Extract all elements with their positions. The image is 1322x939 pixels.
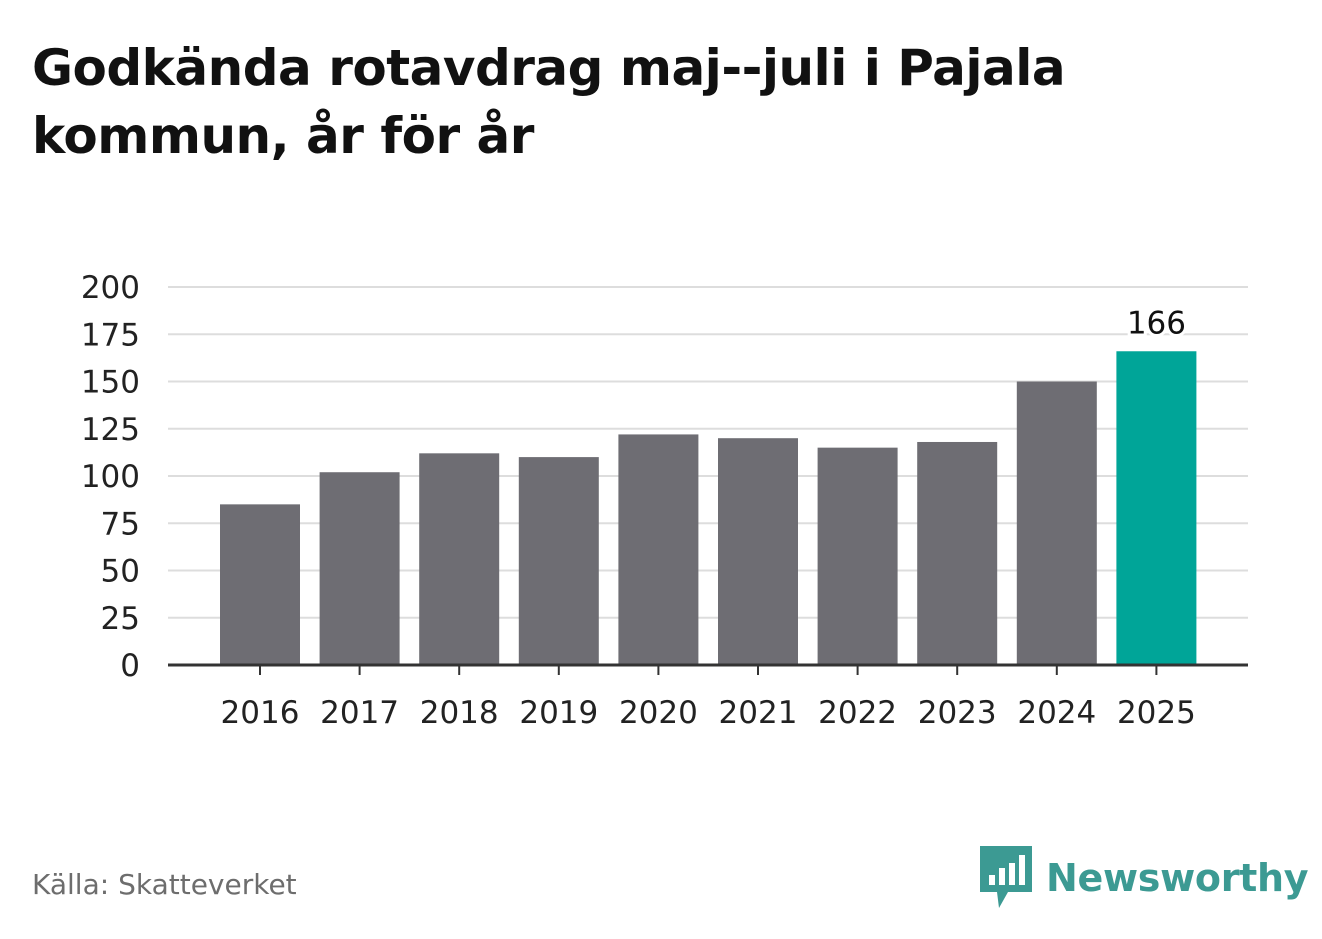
bar-2025: [1116, 351, 1197, 665]
bar-2019: [518, 457, 599, 665]
bar-2021: [718, 438, 798, 665]
x-tick-label: 2024: [1017, 695, 1096, 731]
y-tick-label: 0: [120, 648, 140, 684]
y-tick-label: 50: [101, 554, 140, 590]
bar-2017: [319, 472, 400, 665]
x-tick-label: 2022: [818, 695, 897, 731]
data-labels: 166: [1124, 302, 1189, 344]
x-tick-label: 2017: [320, 695, 399, 731]
y-tick-label: 150: [81, 365, 140, 401]
y-tick-label: 175: [81, 317, 140, 353]
source-note: Källa: Skatteverket: [32, 868, 297, 901]
newsworthy-logo: Newsworthy: [980, 846, 1309, 910]
x-tick-label: 2020: [619, 695, 698, 731]
brand-name: Newsworthy: [1046, 856, 1309, 900]
chart-title: Godkända rotavdrag maj--juli i Pajala ko…: [32, 39, 1066, 165]
bar-2024: [1016, 381, 1097, 665]
x-axis: [168, 663, 1248, 675]
y-axis-tick-labels: 0 25 50 75 100 125 150 175 200: [81, 270, 140, 684]
x-tick-label: 2018: [420, 695, 499, 731]
data-label: 166: [1127, 305, 1186, 341]
y-tick-label: 200: [81, 270, 140, 306]
bar-2018: [419, 453, 500, 665]
y-tick-label: 25: [101, 601, 140, 637]
y-tick-label: 100: [81, 459, 140, 495]
newsworthy-bar-chart-icon: [980, 846, 1032, 908]
bar-2016: [220, 504, 300, 665]
x-tick-label: 2016: [221, 695, 300, 731]
bar-2020: [618, 434, 699, 665]
x-axis-tick-labels: 2016 2017 2018 2019 2020 2021 2022 2023 2024 2025: [221, 695, 1196, 731]
x-tick-label: 2019: [519, 695, 598, 731]
bar-2022: [817, 447, 898, 665]
bars: [220, 351, 1197, 665]
x-tick-label: 2025: [1117, 695, 1196, 731]
x-tick-label: 2021: [719, 695, 798, 731]
y-tick-label: 75: [101, 506, 140, 542]
x-tick-label: 2023: [918, 695, 997, 731]
y-tick-label: 125: [81, 412, 140, 448]
bar-2023: [917, 441, 998, 665]
